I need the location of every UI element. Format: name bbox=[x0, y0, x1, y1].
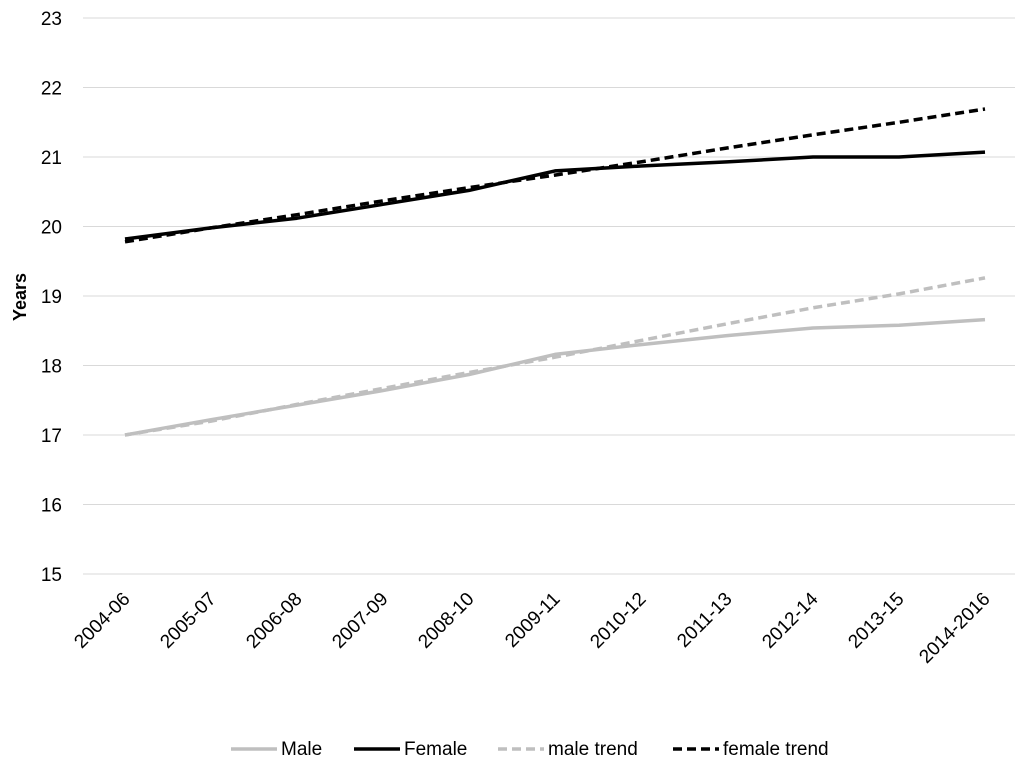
x-tick-label: 2008-10 bbox=[414, 589, 478, 653]
legend-label: male trend bbox=[548, 739, 638, 760]
y-tick-label: 21 bbox=[41, 148, 62, 169]
y-axis-title: Years bbox=[10, 273, 30, 321]
y-tick-label: 17 bbox=[41, 426, 62, 447]
x-tick-label: 2012-14 bbox=[758, 588, 822, 652]
x-tick-label: 2007-09 bbox=[328, 589, 392, 653]
y-tick-label: 20 bbox=[41, 218, 62, 239]
legend: Male Female male trend female trend bbox=[231, 739, 829, 760]
legend-label: Female bbox=[404, 739, 467, 760]
x-axis-ticks: 2004-06 2005-07 2006-08 2007-09 2008-10 2009-… bbox=[70, 588, 994, 667]
x-tick-label: 2010-12 bbox=[586, 589, 650, 653]
y-tick-label: 16 bbox=[41, 496, 62, 517]
y-tick-label: 18 bbox=[41, 357, 62, 378]
y-tick-label: 23 bbox=[41, 9, 62, 30]
series-line-female bbox=[124, 150, 986, 241]
series-line-female-trend bbox=[124, 107, 986, 244]
x-tick-label: 2013-15 bbox=[844, 589, 908, 653]
x-tick-label: 2011-13 bbox=[673, 589, 736, 652]
y-tick-label: 15 bbox=[41, 565, 62, 586]
series-line-male bbox=[124, 317, 986, 437]
y-tick-label: 22 bbox=[41, 79, 62, 100]
x-tick-label: 2004-06 bbox=[70, 589, 134, 653]
x-tick-label: 2005-07 bbox=[156, 589, 220, 653]
x-tick-label: 2009-11 bbox=[501, 589, 564, 652]
series-lines bbox=[124, 107, 986, 437]
x-tick-label: 2006-08 bbox=[242, 589, 306, 653]
x-tick-label: 2014-2016 bbox=[915, 589, 994, 668]
legend-label: female trend bbox=[723, 739, 829, 760]
y-tick-label: 19 bbox=[41, 287, 62, 308]
y-axis-ticks: 15 16 17 18 19 20 21 22 23 bbox=[41, 9, 62, 586]
legend-label: Male bbox=[281, 739, 322, 760]
